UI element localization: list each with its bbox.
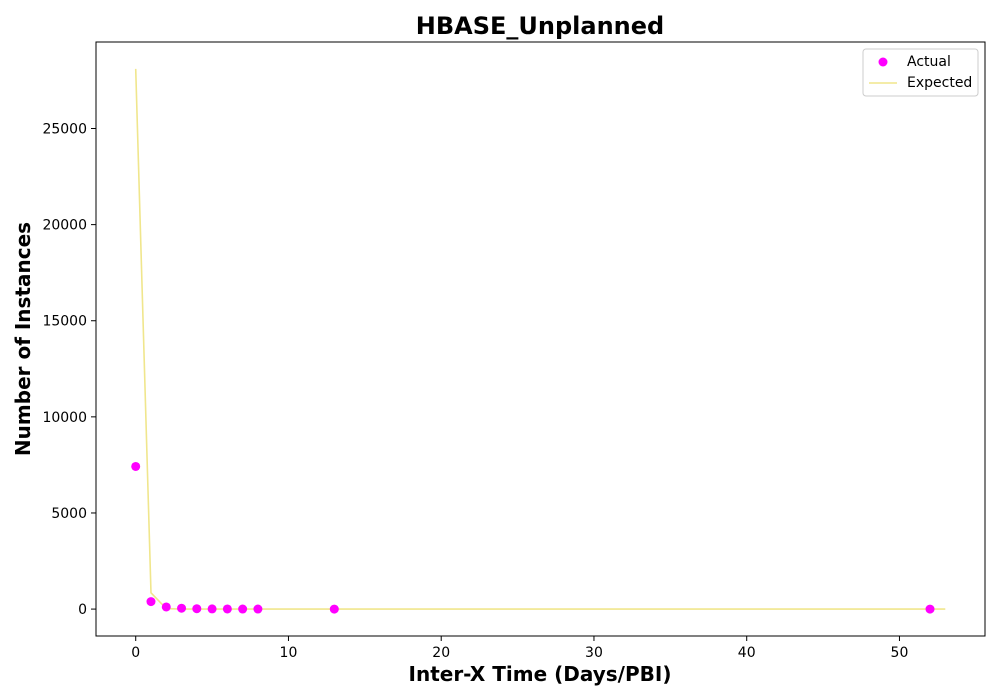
x-tick-label: 0 xyxy=(131,645,140,661)
y-tick-label: 25000 xyxy=(42,122,87,138)
y-tick-label: 5000 xyxy=(51,506,87,522)
actual-point xyxy=(925,604,935,614)
legend: Actual Expected xyxy=(862,48,979,97)
expected-line xyxy=(134,68,946,610)
actual-point xyxy=(161,602,171,612)
y-tick-label: 0 xyxy=(78,602,87,618)
legend-frame xyxy=(862,48,979,97)
series-layer xyxy=(131,68,946,614)
actual-point xyxy=(329,604,339,614)
legend-actual-marker xyxy=(878,57,888,67)
y-axis-ticks: 0 5000 10000 15000 20000 25000 xyxy=(42,122,96,618)
y-tick-label: 15000 xyxy=(42,314,87,330)
legend-actual-label: Actual xyxy=(907,54,951,70)
y-tick-label: 20000 xyxy=(42,218,87,234)
x-axis-label: Inter-X Time (Days/PBI) xyxy=(409,662,672,686)
y-tick-label: 10000 xyxy=(42,410,87,426)
x-tick-label: 30 xyxy=(585,645,603,661)
actual-point xyxy=(207,604,217,614)
x-axis-ticks: 0 10 20 30 40 50 xyxy=(131,636,908,661)
plot-frame xyxy=(95,41,986,637)
x-tick-label: 20 xyxy=(432,645,450,661)
legend-expected-label: Expected xyxy=(907,75,972,91)
actual-point xyxy=(222,604,232,614)
chart-title: HBASE_Unplanned xyxy=(416,12,664,40)
actual-point xyxy=(238,604,248,614)
actual-point xyxy=(253,604,263,614)
actual-point xyxy=(146,597,156,607)
y-axis-label: Number of Instances xyxy=(11,222,35,456)
x-tick-label: 40 xyxy=(738,645,756,661)
actual-point xyxy=(177,603,187,613)
actual-point xyxy=(192,604,202,614)
x-tick-label: 10 xyxy=(280,645,298,661)
x-tick-label: 50 xyxy=(891,645,909,661)
actual-point xyxy=(131,461,141,471)
